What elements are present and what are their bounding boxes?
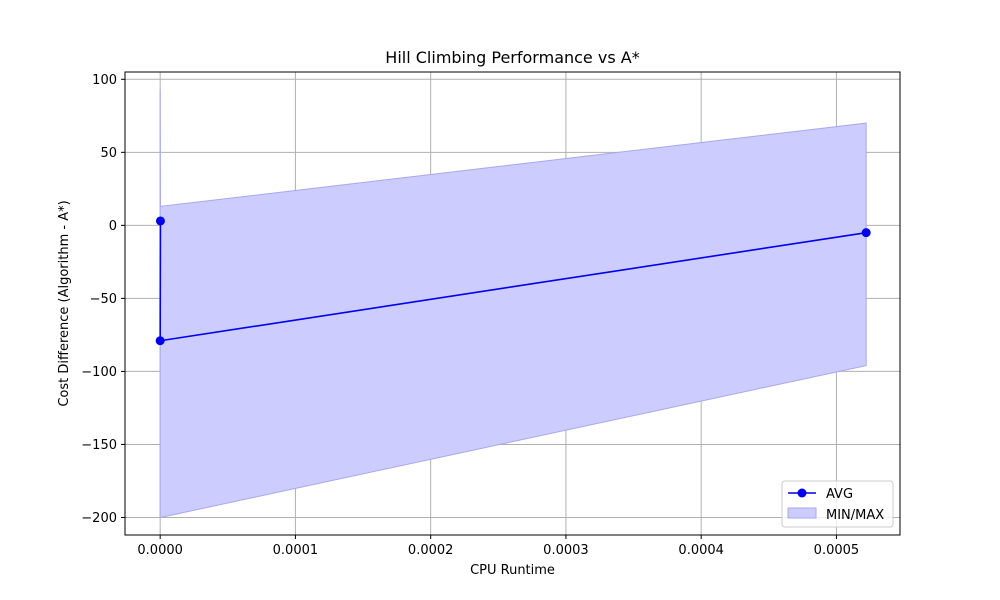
min-max-band [159, 89, 867, 518]
avg-point [155, 216, 165, 226]
chart-title: Hill Climbing Performance vs A* [385, 48, 639, 67]
y-tick-label: −150 [81, 438, 117, 453]
legend: AVG MIN/MAX [781, 480, 894, 528]
axes-frame [124, 71, 901, 536]
y-tick-label: 0 [109, 219, 117, 234]
x-tick-label: 0.0000 [137, 543, 183, 558]
x-axis-ticks: 0.0000 0.0001 0.0002 0.0003 0.0004 0.0005 [137, 535, 859, 558]
x-tick-label: 0.0005 [814, 543, 860, 558]
x-tick-label: 0.0004 [678, 543, 724, 558]
x-axis-label: CPU Runtime [470, 563, 555, 578]
avg-series [155, 216, 871, 346]
y-axis-label: Cost Difference (Algorithm - A*) [57, 200, 72, 406]
legend-avg-marker [797, 488, 807, 498]
y-axis-ticks: 100 50 0 −50 −100 −150 −200 [81, 73, 125, 526]
y-tick-label: −50 [90, 292, 117, 307]
x-tick-label: 0.0002 [408, 543, 454, 558]
legend-minmax-swatch [787, 507, 817, 519]
y-tick-label: 50 [100, 146, 117, 161]
min-max-area [159, 89, 867, 518]
y-tick-label: 100 [92, 73, 117, 88]
legend-minmax-label: MIN/MAX [826, 508, 884, 523]
x-tick-label: 0.0001 [273, 543, 319, 558]
y-tick-label: −100 [81, 365, 117, 380]
legend-avg-label: AVG [826, 487, 853, 502]
x-tick-label: 0.0003 [543, 543, 589, 558]
y-tick-label: −200 [81, 511, 117, 526]
avg-point [155, 336, 165, 346]
avg-point [861, 228, 871, 238]
